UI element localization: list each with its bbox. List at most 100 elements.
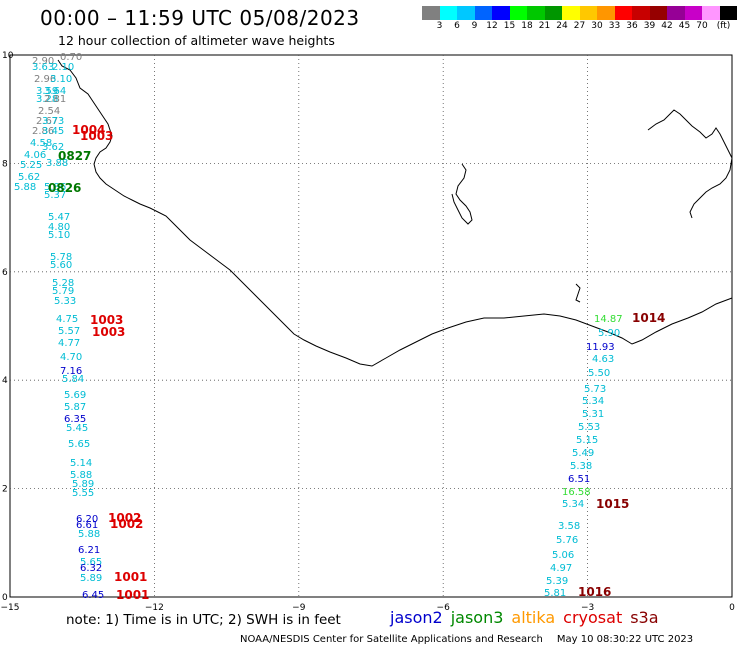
map-frame xyxy=(9,54,733,598)
wave-height-label: 5.47 xyxy=(48,212,70,223)
colorbar xyxy=(422,6,737,20)
pressure-label: 1014 xyxy=(632,311,665,325)
wave-height-label: 2.67 xyxy=(36,116,58,127)
wave-height-label: 5.57 xyxy=(58,326,80,337)
colorbar-tick-label: 39 xyxy=(643,21,656,31)
wave-height-label: 3.62 xyxy=(42,142,64,153)
wave-height-label: 5.88 xyxy=(78,529,100,540)
wave-height-label: 2.54 xyxy=(38,106,60,117)
wave-height-label: 2.96 xyxy=(34,74,56,85)
wave-height-label: 3.59 xyxy=(36,86,58,97)
wave-height-label: 5.14 xyxy=(70,458,92,469)
wave-height-label: 5.73 xyxy=(584,384,606,395)
colorbar-tick-label: (ft) xyxy=(716,21,731,31)
colorbar-tick-label: 9 xyxy=(471,21,478,31)
wave-height-label: 6.35 xyxy=(64,414,86,425)
x-tick-label: −6 xyxy=(437,603,451,613)
wave-height-label: 4.80 xyxy=(48,222,70,233)
wave-height-label: 6.61 xyxy=(76,520,98,531)
wave-height-label: 5.87 xyxy=(64,402,86,413)
wave-height-label: 6.21 xyxy=(78,545,100,556)
wave-height-label: 5.25 xyxy=(20,160,42,171)
wave-height-label: 4.58 xyxy=(30,138,52,149)
footnote: note: 1) Time is in UTC; 2) SWH is in fe… xyxy=(66,612,341,628)
colorbar-swatch xyxy=(474,6,492,20)
colorbar-swatch xyxy=(509,6,527,20)
pressure-label: 1002 xyxy=(108,511,141,525)
pressure-label: 1002 xyxy=(110,517,143,531)
colorbar-tick-label: 27 xyxy=(573,21,586,31)
colorbar-swatch xyxy=(527,6,545,20)
pressure-label: 1001 xyxy=(116,588,149,602)
colorbar-swatch xyxy=(667,6,685,20)
coastline-upper-right xyxy=(647,109,733,219)
colorbar-ticks: 3 6 9 12 15 18 21 24 27 30 33 36 39 42 45 70 (ft) xyxy=(422,21,740,33)
x-tick-label: 0 xyxy=(729,603,735,613)
colorbar-swatch xyxy=(684,6,702,20)
wave-height-label: 5.89 xyxy=(72,479,94,490)
colorbar-swatch xyxy=(649,6,667,20)
pressure-label: 1001 xyxy=(114,570,147,584)
wave-height-label: 3.28 xyxy=(36,94,58,105)
wave-height-label: 3.10 xyxy=(50,74,72,85)
coastline xyxy=(57,59,733,367)
wave-height-label: 3.88 xyxy=(46,158,68,169)
wave-height-label: 5.78 xyxy=(50,252,72,263)
wave-height-label: 5.39 xyxy=(546,576,568,587)
pressure-label: 1015 xyxy=(596,497,629,511)
x-tick-label: −12 xyxy=(145,603,164,613)
wave-height-label: 5.79 xyxy=(52,286,74,297)
wave-height-label: 5.90 xyxy=(598,328,620,339)
wave-height-labels: 2.90 0.70 3.632.102.963.103.593.643.282.81… xyxy=(14,52,665,602)
colorbar-tick-label: 12 xyxy=(486,21,498,31)
wave-height-label: 5.62 xyxy=(18,172,40,183)
colorbar-swatch xyxy=(702,6,720,20)
y-tick-label: 8 xyxy=(2,159,8,169)
x-tick-label: −3 xyxy=(581,603,594,613)
island-center xyxy=(451,163,473,225)
legend-entry-altika: altika xyxy=(511,608,556,627)
wave-height-label: 5.49 xyxy=(572,448,594,459)
colorbar-tick-label: 15 xyxy=(503,21,516,31)
wave-height-label: 2.90 xyxy=(32,56,54,67)
colorbar-swatch xyxy=(457,6,475,20)
wave-height-label: 3.63 xyxy=(32,62,54,73)
y-tick-label: 10 xyxy=(2,51,14,61)
colorbar-tick-label: 6 xyxy=(454,21,460,31)
axis-ticks: −15 −12 −9 −6 −3 0 0 2 4 6 8 10 xyxy=(1,51,736,613)
credit-footer: NOAA/NESDIS Center for Satellite Applica… xyxy=(240,634,693,645)
map-subtitle: 12 hour collection of altimeter wave hei… xyxy=(58,33,335,48)
wave-height-label: 6.51 xyxy=(568,474,590,485)
wave-height-label: 3.64 xyxy=(44,86,66,97)
legend-entry-jason3: jason3 xyxy=(450,608,504,627)
wave-height-label: 5.88 xyxy=(70,470,92,481)
colorbar-swatch xyxy=(422,6,440,20)
wave-height-label: 5.76 xyxy=(556,535,578,546)
x-tick-label: −15 xyxy=(1,603,20,613)
colorbar-tick-label: 24 xyxy=(556,21,568,31)
wave-height-label: 5.34 xyxy=(582,396,604,407)
wave-height-label: 5.15 xyxy=(576,435,598,446)
island-small xyxy=(575,283,581,303)
map-title: 00:00 – 11:59 UTC 05/08/2023 xyxy=(40,6,360,30)
wave-height-label: 5.34 xyxy=(562,499,584,510)
timestamp: May 10 08:30:22 UTC 2023 xyxy=(556,634,694,645)
colorbar-swatch xyxy=(439,6,457,20)
wave-height-label: 16.58 xyxy=(562,487,591,498)
grid-lines xyxy=(10,55,732,597)
legend-entry-s3a: s3a xyxy=(630,608,659,627)
colorbar-tick-label: 21 xyxy=(538,21,551,31)
colorbar-tick-label: 42 xyxy=(661,21,673,31)
wave-height-label: 5.28 xyxy=(52,278,74,289)
wave-height-label: 5.06 xyxy=(552,550,574,561)
pressure-label: 0826 xyxy=(48,181,81,195)
wave-height-label: 6.32 xyxy=(80,563,102,574)
wave-height-label: 5.10 xyxy=(48,230,70,241)
wave-height-label: 14.87 xyxy=(594,314,623,325)
wave-height-label: 3.58 xyxy=(558,521,580,532)
wave-height-label: 2.86 xyxy=(32,126,54,137)
colorbar-swatch xyxy=(632,6,650,20)
y-tick-label: 2 xyxy=(2,485,8,495)
wave-height-label: 4.97 xyxy=(550,563,572,574)
pressure-label: 1003 xyxy=(80,129,113,143)
